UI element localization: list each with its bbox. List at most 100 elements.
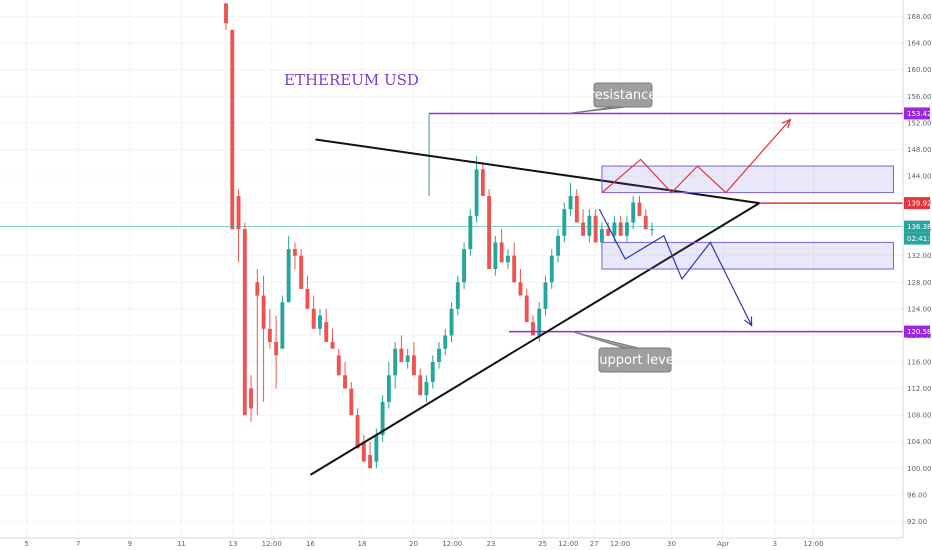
- y-tick-label: 92.00: [907, 518, 927, 526]
- candle-body: [374, 435, 379, 462]
- candle-body: [624, 222, 629, 236]
- candle-body: [336, 355, 341, 376]
- candle-body: [443, 335, 448, 349]
- resistance-tag: [904, 107, 930, 120]
- candle-body: [599, 229, 604, 243]
- x-tick-label: 16: [306, 540, 315, 548]
- candle-body: [299, 255, 304, 289]
- candle-body: [612, 222, 617, 236]
- support-tag: [904, 325, 930, 338]
- candle-body: [581, 222, 586, 236]
- current-price-tag-label: 136.38: [907, 223, 932, 231]
- candle-body: [568, 195, 573, 210]
- candle-body: [343, 375, 347, 389]
- x-tick-label: 12:00: [442, 540, 462, 548]
- candle-body: [242, 229, 247, 416]
- countdown-tag: [904, 232, 930, 245]
- lower-trendline: [309, 202, 760, 476]
- candle-body: [493, 242, 498, 269]
- x-tick-label: 12:00: [803, 540, 823, 548]
- candle-body: [524, 295, 529, 323]
- support-tag-label: 120.58: [907, 328, 932, 336]
- bullish-projection-arrow-arrowhead: [781, 118, 792, 129]
- pivot-tag: [904, 197, 930, 210]
- candle-body: [305, 288, 310, 309]
- y-tick-label: 148.00: [907, 146, 932, 154]
- x-tick-label: 11: [177, 540, 186, 548]
- candle-body: [537, 308, 542, 336]
- candle-body: [430, 361, 435, 382]
- candle-body: [330, 342, 335, 349]
- x-tick-label: 27: [590, 540, 599, 548]
- candle-body: [549, 255, 554, 283]
- y-tick-label: 116.00: [907, 358, 932, 366]
- x-tick-label: 7: [76, 540, 80, 548]
- resistance-callout-box: [593, 82, 653, 108]
- candle-body: [637, 202, 642, 216]
- y-tick-label: 100.00: [907, 465, 932, 473]
- candle-body: [556, 235, 560, 256]
- candle-body: [587, 215, 592, 236]
- candle-body: [361, 441, 366, 462]
- candle-body: [405, 355, 410, 362]
- candle-body: [255, 282, 260, 296]
- candle-body: [543, 282, 548, 309]
- bullish-projection-arrow: [601, 119, 791, 194]
- candle-body: [499, 242, 504, 263]
- x-tick-label: 12:00: [262, 540, 282, 548]
- candle-body: [355, 415, 360, 449]
- candle-body: [311, 308, 316, 329]
- candle-body: [411, 355, 416, 376]
- candle-body: [512, 255, 517, 283]
- candle-body: [574, 195, 579, 223]
- candle-body: [462, 249, 467, 283]
- candle-body: [349, 388, 354, 416]
- support-callout-box: [598, 347, 672, 373]
- pivot-tag-label: 139.92: [907, 200, 932, 208]
- x-tick-label: Apr: [717, 540, 729, 548]
- candle-body: [650, 229, 654, 231]
- x-tick-label: 13: [229, 540, 238, 548]
- candle-body: [474, 169, 479, 216]
- y-tick-label: 112.00: [907, 385, 932, 393]
- y-tick-label: 104.00: [907, 438, 932, 446]
- candle-body: [249, 388, 254, 409]
- resistance-callout: resistance: [567, 82, 656, 114]
- candle-body: [261, 295, 266, 329]
- x-tick-label: 23: [487, 540, 496, 548]
- y-tick-label: 132.00: [907, 252, 932, 260]
- y-tick-label: 164.00: [907, 40, 932, 48]
- x-tick-label: 25: [538, 540, 547, 548]
- candle-body: [618, 222, 623, 236]
- current-price-tag: [904, 220, 930, 233]
- candle-body: [518, 282, 523, 296]
- y-tick-label: 124.00: [907, 305, 932, 313]
- support-callout-label: support level: [593, 353, 678, 368]
- candle-body: [324, 322, 329, 343]
- candle-body: [236, 195, 241, 230]
- bearish-projection-arrow: [598, 208, 753, 326]
- resistance-tag-label: 153.42: [907, 110, 932, 118]
- drawings: resistance support level: [0, 82, 903, 476]
- upper-zone-box: [601, 165, 894, 194]
- candle-body: [487, 195, 492, 269]
- chart-title: ETHEREUM USD: [284, 71, 419, 89]
- candle-body: [230, 29, 235, 230]
- grid: [0, 0, 903, 538]
- x-tick-label: 12:00: [610, 540, 630, 548]
- y-tick-label: 160.00: [907, 66, 932, 74]
- candle-body: [562, 209, 567, 236]
- x-tick-label: 30: [667, 540, 676, 548]
- candle-body: [468, 215, 473, 250]
- candle-body: [292, 249, 297, 256]
- candle-body: [437, 348, 441, 362]
- x-tick-label: 5: [24, 540, 28, 548]
- y-tick-label: 144.00: [907, 173, 932, 181]
- candle-body: [449, 308, 454, 336]
- y-tick-label: 156.00: [907, 93, 932, 101]
- candle-body: [368, 454, 373, 469]
- candle-body: [531, 322, 535, 336]
- bearish-projection-arrow-arrowhead: [744, 316, 753, 327]
